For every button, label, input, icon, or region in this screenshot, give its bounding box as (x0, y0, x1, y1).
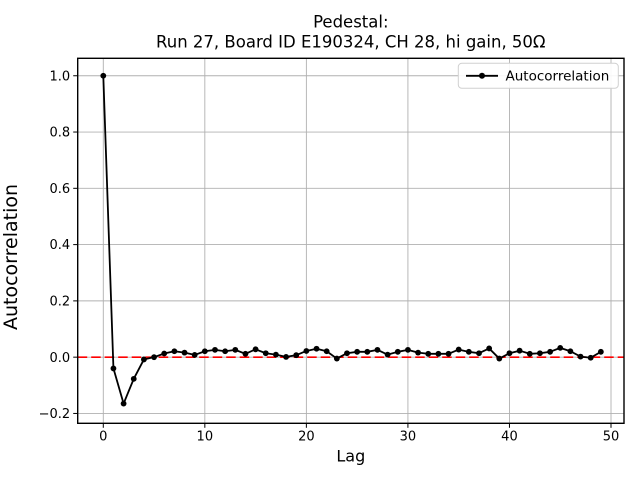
data-point-marker (506, 350, 513, 357)
x-tick-label: 50 (603, 430, 620, 445)
data-point-marker (547, 348, 553, 355)
y-tick-label: 0.0 (50, 351, 71, 366)
data-point-marker (445, 350, 452, 357)
data-point-marker (313, 345, 320, 352)
x-tick-label: 40 (501, 430, 518, 445)
data-point-marker (567, 348, 574, 355)
data-point-marker (242, 350, 249, 357)
data-point-marker (354, 348, 361, 355)
x-tick-label: 10 (197, 430, 214, 445)
data-point-marker (222, 348, 229, 355)
axis-ticks (73, 75, 612, 428)
x-axis-label: Lag (336, 447, 365, 466)
data-point-marker (232, 346, 239, 353)
legend-box (457, 62, 619, 89)
data-point-marker (587, 354, 594, 361)
grid (77, 58, 624, 424)
data-point-marker (415, 349, 421, 356)
axis-tick-labels: 0 10 20 30 40 50 −0.2 0.0 0.2 0.4 0.6 0.8 1.0 (39, 69, 620, 444)
data-point-marker (130, 375, 137, 382)
data-point-marker (191, 352, 198, 358)
data-point-marker (557, 344, 564, 351)
data-point-marker (110, 365, 117, 372)
y-axis-label: Autocorrelation (0, 184, 22, 330)
y-tick-label: −0.2 (39, 407, 71, 422)
autocorrelation-series (100, 72, 604, 407)
chart-title-line1: Pedestal: (313, 12, 388, 31)
data-point-marker (141, 356, 147, 363)
x-tick-label: 30 (400, 430, 417, 445)
data-point-marker (201, 348, 208, 355)
y-tick-label: 0.4 (50, 238, 71, 253)
data-point-marker (577, 353, 584, 360)
data-point-marker (161, 350, 168, 357)
data-point-marker (384, 351, 391, 358)
y-tick-label: 0.2 (50, 294, 71, 309)
data-point-marker (283, 353, 289, 360)
data-point-marker (394, 348, 401, 355)
chart-title-line2: Run 27, Board ID E190324, CH 28, hi gain… (156, 32, 546, 51)
data-point-marker (171, 348, 178, 355)
data-point-marker (364, 348, 371, 355)
data-point-marker (212, 346, 218, 353)
legend: Autocorrelation (457, 62, 619, 89)
plot-frame (76, 57, 625, 424)
data-point-marker (303, 348, 310, 354)
data-point-marker (333, 355, 340, 362)
data-point-marker (100, 72, 107, 79)
y-tick-label: 0.8 (50, 126, 71, 141)
data-point-marker (262, 350, 269, 357)
data-point-marker (120, 400, 127, 407)
data-point-marker (476, 350, 482, 357)
data-point-marker (526, 350, 533, 357)
data-point-marker (405, 346, 411, 353)
data-point-marker (435, 350, 442, 357)
data-point-marker (465, 348, 472, 355)
data-point-marker (344, 350, 350, 357)
x-tick-label: 0 (99, 430, 107, 445)
x-tick-label: 20 (298, 430, 315, 445)
data-point-marker (455, 346, 462, 353)
data-point-marker (516, 347, 523, 354)
data-point-marker (181, 349, 188, 356)
data-point-marker (151, 354, 157, 361)
data-point-marker (273, 351, 279, 358)
series-line (102, 74, 602, 405)
data-point-marker (425, 350, 432, 357)
data-point-marker (323, 348, 330, 355)
data-point-marker (252, 346, 259, 353)
data-point-marker (537, 350, 543, 357)
data-point-marker (486, 345, 493, 352)
legend-marker (479, 72, 485, 79)
legend-label: Autocorrelation (506, 68, 610, 84)
data-point-marker (496, 355, 503, 362)
data-point-marker (597, 348, 604, 355)
y-tick-label: 0.6 (50, 182, 71, 197)
data-point-marker (293, 352, 300, 359)
data-point-marker (374, 346, 381, 353)
y-tick-label: 1.0 (50, 69, 71, 84)
